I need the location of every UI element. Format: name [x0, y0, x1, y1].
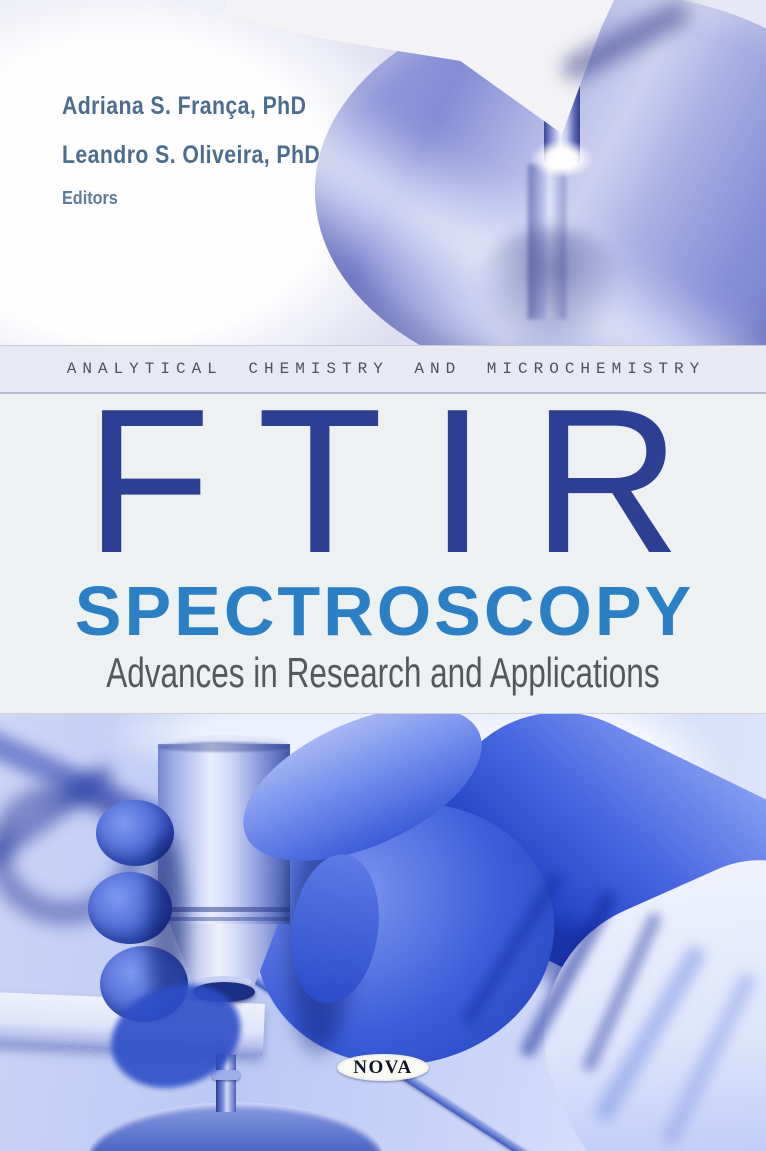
cylinder-groove	[158, 907, 290, 912]
book-tagline-text: Advances in Research and Applications	[106, 649, 660, 696]
base-rod-joint	[212, 1070, 240, 1080]
bottom-photo: NOVA	[0, 713, 766, 1151]
cylinder-groove	[158, 917, 290, 921]
author-2: Leandro S. Oliveira, PhD	[62, 141, 321, 169]
author-1: Adriana S. França, PhD	[62, 92, 307, 120]
series-banner: ANALYTICAL CHEMISTRY AND MICROCHEMISTRY	[0, 346, 766, 394]
title-block: FTIR SPECTROSCOPY Advances in Research a…	[0, 378, 766, 713]
book-title: FTIR	[85, 366, 727, 596]
publisher-logo: NOVA	[337, 1054, 429, 1081]
cylinder-rim-shadow	[158, 742, 290, 752]
book-subtitle: SPECTROSCOPY	[74, 572, 695, 650]
editors-label: Editors	[62, 188, 118, 208]
publisher-name: NOVA	[353, 1057, 413, 1078]
book-tagline: Advances in Research and Applications	[0, 652, 766, 694]
reflection-shadow	[475, 227, 625, 345]
contact-point-glow	[531, 140, 593, 178]
top-photo: Adriana S. França, PhD Leandro S. Olivei…	[0, 0, 766, 346]
authors-block: Adriana S. França, PhD Leandro S. Olivei…	[62, 92, 422, 209]
series-title: ANALYTICAL CHEMISTRY AND MICROCHEMISTRY	[66, 360, 706, 378]
